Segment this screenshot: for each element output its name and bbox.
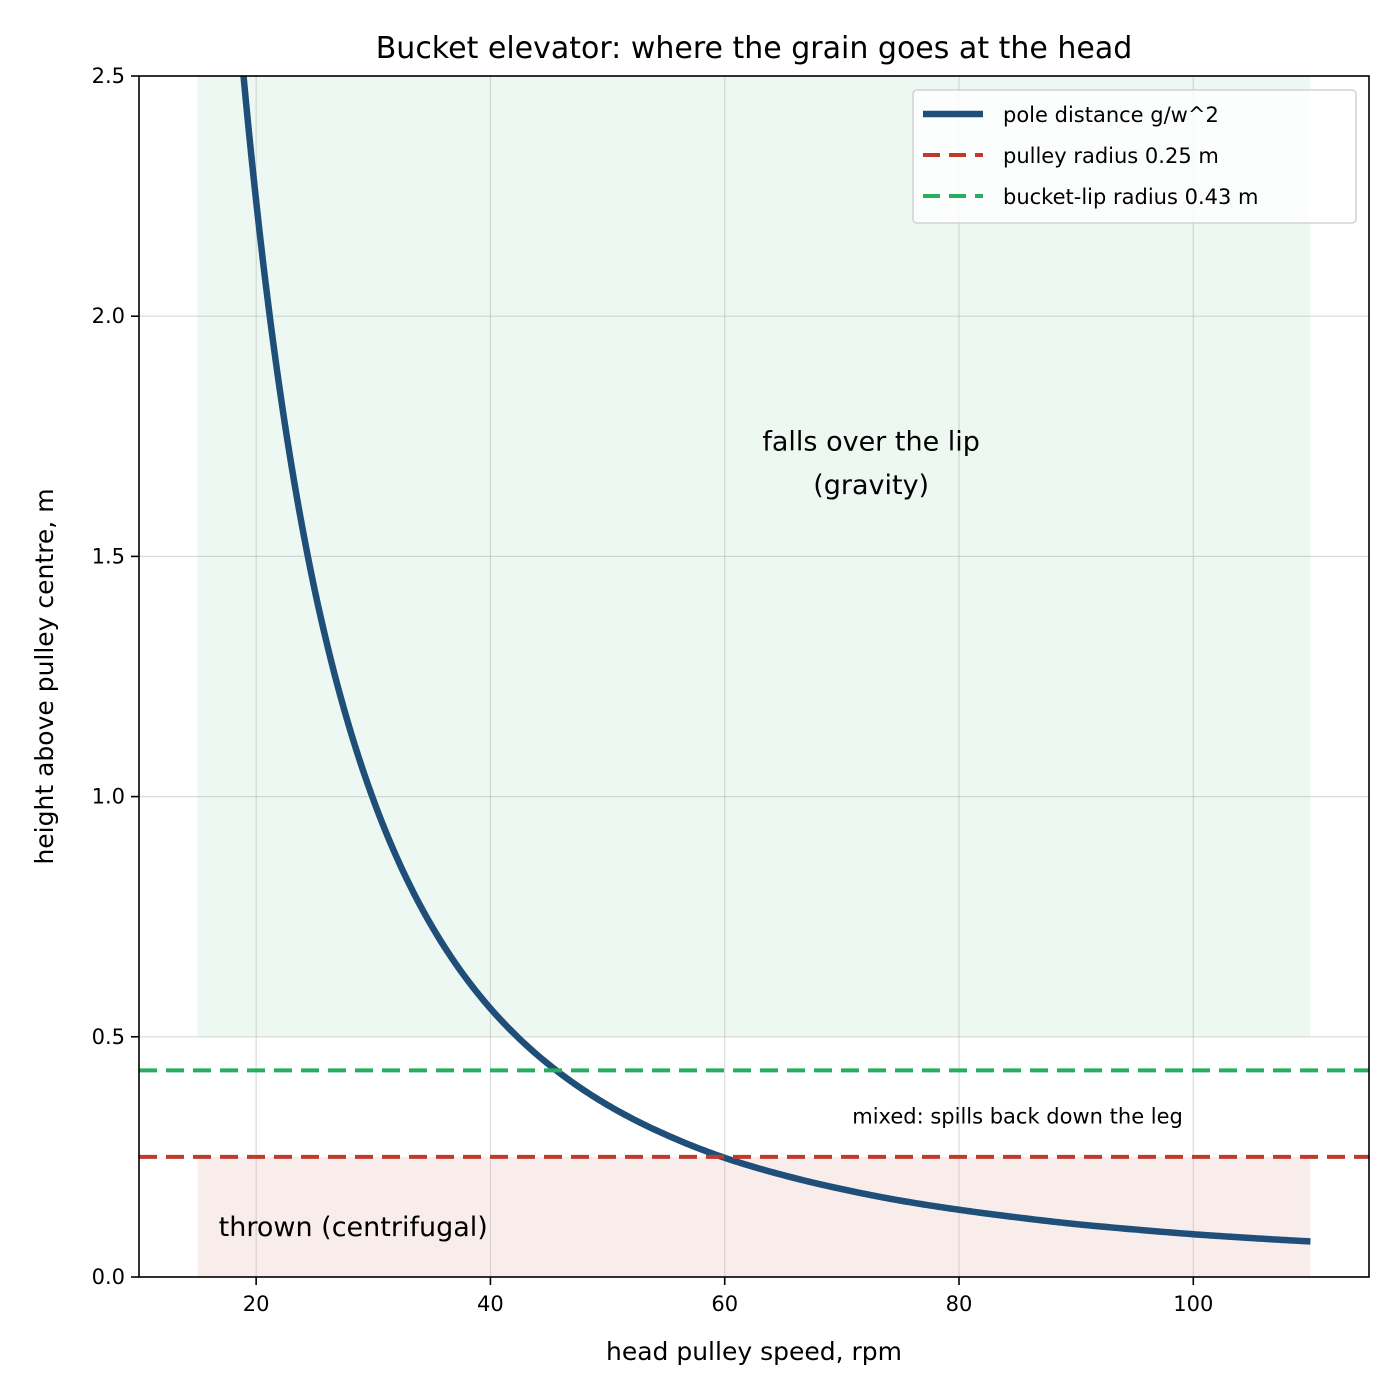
annotation-thrown-centrifugal: thrown (centrifugal) (219, 1212, 488, 1243)
shaded-regions (197, 76, 1311, 1277)
y-tick-label: 1.5 (92, 544, 125, 568)
legend: pole distance g/w^2 pulley radius 0.25 m b… (912, 89, 1357, 224)
plot-frame (138, 75, 1370, 1278)
region-gravity (197, 76, 1311, 1037)
x-tick-label: 60 (711, 1292, 738, 1316)
x-tick-label: 80 (946, 1292, 973, 1316)
chart-series (139, 75, 1369, 1245)
y-axis-label: height above pulley centre, m (30, 488, 59, 864)
annotation-mixed-spills-back-down-the-leg: mixed: spills back down the leg (852, 1104, 1183, 1128)
legend-box (912, 89, 1357, 224)
x-tick-label: 100 (1173, 1292, 1213, 1316)
annotation-falls-over-the-lip: falls over the lip (762, 427, 980, 458)
x-tick-label: 20 (243, 1292, 270, 1316)
x-axis-label: head pulley speed, rpm (606, 1337, 902, 1366)
axis-ticks: 20 40 60 80 100 0.0 0.5 1.0 1.5 2.0 2.5 (92, 64, 1214, 1316)
y-tick-label: 0.0 (92, 1265, 125, 1289)
x-tick-label: 40 (477, 1292, 504, 1316)
legend-label: bucket-lip radius 0.43 m (1003, 185, 1259, 209)
legend-label: pole distance g/w^2 (1003, 103, 1219, 127)
y-tick-label: 2.5 (92, 64, 125, 88)
y-tick-label: 0.5 (92, 1025, 125, 1049)
annotation-gravity: (gravity) (813, 470, 929, 501)
y-tick-label: 2.0 (92, 304, 125, 328)
region-centrifugal (197, 1156, 1311, 1277)
y-tick-label: 1.0 (92, 785, 125, 809)
annotations: falls over the lip (gravity) mixed: spills… (219, 427, 1183, 1243)
legend-label: pulley radius 0.25 m (1003, 144, 1219, 168)
chart-title: Bucket elevator: where the grain goes at… (376, 31, 1133, 66)
